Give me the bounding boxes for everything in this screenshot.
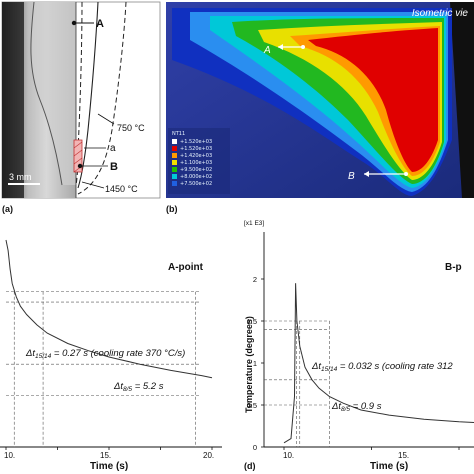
panel-a-label: (a)	[2, 204, 13, 214]
legend-title: NT11	[172, 131, 185, 137]
panel-b-label: (b)	[166, 204, 178, 214]
chart-a-dt1514: Δt15/14 = 0.27 s (cooling rate 370 °C/s)	[25, 348, 185, 360]
chart-b-dt85: Δt8/5 = 0.9 s	[331, 401, 382, 413]
legend-value-5: +8.000e+02	[180, 174, 212, 180]
legend-swatch-6	[172, 181, 177, 186]
chart-a-series-line	[5, 239, 213, 379]
legend-swatch-3	[172, 160, 177, 165]
legend-swatch-5	[172, 174, 177, 179]
legend-swatch-2	[172, 153, 177, 158]
chart-b-guides	[264, 320, 330, 447]
legend-value-3: +1.100e+03	[180, 160, 212, 166]
chart-b-xlabel: Time (s)	[370, 461, 408, 472]
chart-b-xtick-15: 15.	[398, 451, 409, 460]
isotherm-1450-label: 1450 °C	[105, 184, 138, 194]
fusion-boundary-line	[30, 1, 63, 186]
chart-a-xtick-20: 20.	[203, 451, 214, 460]
panel-d-label: (d)	[244, 461, 256, 471]
chart-a-ticks	[5, 447, 213, 450]
marker-small-a-label: a	[110, 143, 116, 154]
chart-a-dt85: Δt8/5 = 5.2 s	[113, 381, 164, 393]
chart-a-xtick-15: 15.	[100, 451, 111, 460]
isotherm-750-dashed	[77, 1, 127, 195]
legend-swatch-1	[172, 146, 177, 151]
legend-value-1: +1.520e+03	[180, 146, 212, 152]
legend-swatch-0	[172, 139, 177, 144]
chart-b-ytick-1.5: 1.5	[247, 317, 257, 326]
chart-b-ytick-0.5: 0.5	[247, 401, 257, 410]
sim-marker-b: B	[348, 171, 355, 182]
marker-a-dot	[71, 20, 77, 26]
chart-b-y-multiplier: [x1 E3]	[244, 220, 264, 227]
isotherm-750-label: 750 °C	[117, 123, 145, 133]
chart-a-xtick-10: 10.	[4, 451, 15, 460]
chart-b-ytick-0: 0	[253, 443, 257, 452]
panel-a: A 750 °C a B 1450 °C 3 mm (a)	[1, 1, 161, 214]
chart-b-ylabel: Temperature (degrees)	[244, 316, 254, 413]
simulation-dark-block	[450, 2, 474, 198]
chart-b-title: B-p	[445, 262, 462, 273]
legend-value-4: +9.500e+02	[180, 167, 212, 173]
chart-b-ytick-2: 2	[253, 275, 257, 284]
fusion-zone-shading	[30, 2, 76, 185]
isotherm-1450-dashed	[75, 1, 83, 186]
contour-legend: NT11 +1.520e+03 +1.520e+03 +1.420e+03 +1…	[168, 128, 230, 194]
marker-b-label: B	[110, 161, 118, 173]
legend-swatch-4	[172, 167, 177, 172]
marker-b-dot	[77, 163, 83, 169]
micrograph-dark-edge	[2, 2, 24, 198]
chart-a-point: A-point 10. 15. 20. Time (s) Δt15/14 = 0…	[0, 239, 222, 472]
scale-bar-label: 3 mm	[9, 172, 32, 182]
legend-value-2: +1.420e+03	[180, 153, 212, 159]
chart-b-ytick-1: 1	[253, 359, 257, 368]
chart-b-ticks	[261, 278, 460, 450]
view-title: Isometric vie	[412, 8, 469, 19]
marker-a-label: A	[96, 18, 104, 30]
sim-marker-a: A	[263, 45, 271, 56]
legend-value-0: +1.520e+03	[180, 139, 212, 145]
chart-a-xlabel: Time (s)	[90, 461, 128, 472]
chart-b-point: B-p [x1 E3] Temperature (degrees) 0 0.5 …	[244, 220, 474, 472]
legend-value-6: +7.500e+02	[180, 181, 212, 187]
chart-b-xtick-10: 10.	[283, 451, 294, 460]
chart-a-guides	[6, 291, 200, 447]
chart-a-title: A-point	[168, 262, 204, 273]
chart-b-series-line	[283, 283, 474, 444]
panel-b: Isometric vie A B NT11 +1.520e+03 +1.520…	[166, 2, 474, 214]
chart-b-dt1514: Δt15/14 = 0.032 s (cooling rate 312	[311, 361, 453, 373]
contour-red	[308, 28, 438, 172]
